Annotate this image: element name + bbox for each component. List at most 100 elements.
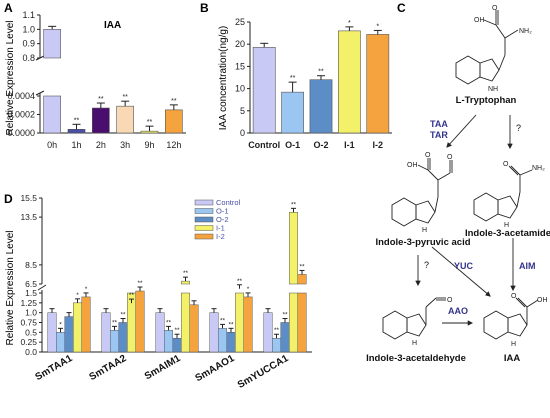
enzyme-aao: AAO bbox=[448, 306, 468, 316]
chart-d-bar bbox=[235, 292, 244, 353]
chart-d-bar bbox=[73, 302, 82, 353]
chart-b-xtick-label: O-1 bbox=[285, 140, 300, 150]
chart-d-significance: ** bbox=[274, 327, 280, 334]
chart-d-bar bbox=[47, 312, 57, 353]
legend-label: I-2 bbox=[216, 232, 225, 241]
enzyme-unknown-2: ? bbox=[424, 260, 429, 270]
chart-d-ytick-label: 13.5 bbox=[20, 212, 37, 222]
ipa-structure bbox=[391, 158, 453, 227]
chart-d-bar bbox=[226, 332, 236, 353]
iaa-structure bbox=[483, 297, 539, 340]
chart-b-ytick-label: 20 bbox=[235, 39, 245, 49]
chart-b-ytick-label: 25 bbox=[235, 17, 245, 27]
chart-b-bar bbox=[366, 34, 390, 134]
chart-d-ytick-label: 0.0 bbox=[25, 347, 37, 357]
chart-d-significance: ** bbox=[120, 312, 126, 319]
chart-a-bar bbox=[67, 129, 86, 134]
chart-d-xtick-label: SmTAA2 bbox=[88, 353, 129, 383]
chart-d-bar bbox=[135, 290, 145, 353]
enzyme-aim: AIM bbox=[519, 261, 536, 271]
chart-b: 0 5 10 15 20 25 Control ** O-1 ** O-2 * I-1 * I-2 bbox=[235, 17, 392, 150]
chart-d-bar bbox=[243, 296, 253, 353]
iaald-o: O bbox=[447, 297, 453, 304]
chart-d-ytick-label: 1.25 bbox=[20, 298, 37, 308]
chart-a-ytick-label: 0.8 bbox=[22, 53, 35, 63]
chart-a-bar bbox=[140, 130, 159, 134]
chart-d-bar bbox=[181, 292, 190, 353]
ltrp-nh2: NH₂ bbox=[519, 28, 532, 35]
chart-a-ytick-label: 0.0002 bbox=[7, 110, 35, 120]
chart-d-significance: ** bbox=[282, 312, 288, 319]
chart-d-significance: ** bbox=[220, 317, 226, 324]
chart-a-bar bbox=[116, 105, 134, 134]
chart-a-ytick-label: 1.1 bbox=[22, 10, 35, 20]
ltrp-o: O bbox=[492, 5, 498, 12]
chart-b-significance: ** bbox=[290, 75, 296, 82]
iam-o: O bbox=[503, 161, 509, 168]
chart-d-significance: ** bbox=[112, 319, 118, 326]
chart-d-significance: ** bbox=[291, 201, 297, 208]
chart-d-bar bbox=[297, 292, 307, 353]
panel-d-label: D bbox=[4, 192, 13, 206]
chart-a-xtick-label: 12h bbox=[166, 140, 181, 150]
iam-nh2: NH₂ bbox=[532, 165, 545, 172]
pathway-diagram: O OH NH₂ NH O O OH H bbox=[382, 5, 548, 348]
legend-swatch bbox=[194, 225, 214, 231]
iaa-o: O bbox=[511, 293, 517, 300]
panel-b-label: B bbox=[200, 1, 209, 15]
chart-b-significance: ** bbox=[318, 69, 324, 76]
panel-c-label: C bbox=[397, 1, 406, 15]
chart-b-significance: * bbox=[376, 23, 379, 30]
iam-h: H bbox=[504, 222, 509, 229]
chart-d-significance: ** bbox=[183, 270, 189, 277]
chart-d-ytick-label: 0.25 bbox=[20, 337, 37, 347]
chart-d-bar bbox=[181, 280, 190, 285]
chart-d-xtick-label: SmTAA1 bbox=[34, 353, 75, 383]
pathway-iam-label: Indole-3-acetamide bbox=[465, 228, 550, 239]
chart-d-bar bbox=[272, 337, 281, 353]
chart-d: 0.00.250.50.751.01.251.56.5 8.5 13.5 15.5 Co… bbox=[20, 193, 312, 391]
chart-a-xtick-label: 9h bbox=[144, 140, 154, 150]
chart-a-ytick-label: 0.0000 bbox=[7, 128, 35, 138]
chart-d-xtick-label: SmAIM1 bbox=[143, 353, 183, 382]
chart-d-significance: * bbox=[85, 286, 88, 293]
legend-label: O-1 bbox=[216, 207, 229, 216]
chart-a-significance: ** bbox=[122, 94, 128, 101]
legend-swatch bbox=[194, 216, 214, 223]
chart-d-xtick-label: SmAAO1 bbox=[193, 353, 236, 384]
chart-d-bar bbox=[118, 322, 128, 353]
chart-b-xtick-label: I-2 bbox=[373, 140, 384, 150]
chart-a-ytick-label: 1.0 bbox=[22, 24, 35, 34]
l-tryptophan-structure bbox=[455, 10, 519, 85]
chart-a-title: IAA bbox=[104, 20, 121, 31]
chart-d-bar bbox=[209, 312, 219, 353]
chart-a-ylabel: Relative Expression Level bbox=[5, 20, 16, 135]
chart-d-bar bbox=[289, 212, 298, 285]
chart-d-ytick-label: 0.75 bbox=[20, 318, 37, 328]
chart-b-xtick-label: O-2 bbox=[313, 140, 328, 150]
chart-d-ytick-label: 8.5 bbox=[25, 260, 37, 270]
iaa-oh: OH bbox=[537, 297, 548, 304]
legend-swatch bbox=[194, 233, 214, 240]
chart-d-bar bbox=[56, 332, 65, 353]
pathway-ipa-label: Indole-3-pyruvic acid bbox=[375, 237, 470, 248]
chart-a-break-mark bbox=[35, 90, 45, 96]
chart-d-significance: * bbox=[59, 321, 62, 328]
chart-a-significance: ** bbox=[74, 117, 80, 124]
chart-b-ytick-label: 0 bbox=[240, 128, 245, 138]
chart-d-ylabel: Relative Expression Level bbox=[5, 230, 16, 345]
chart-b-ylabel: IAA concentration(ng/g) bbox=[218, 26, 229, 131]
legend-swatch bbox=[194, 208, 214, 214]
ltrp-oh: OH bbox=[474, 17, 485, 24]
chart-d-ytick-label: 0.5 bbox=[25, 327, 37, 337]
legend-label: Control bbox=[216, 198, 241, 207]
ipa-oh: OH bbox=[407, 162, 418, 169]
chart-d-bar bbox=[189, 304, 199, 353]
chart-d-bar bbox=[81, 296, 91, 353]
chart-a: 0.8 0.9 1.0 1.1 0.0000 0.0002 0.0004 0h ** 1h ** 2h… bbox=[7, 10, 186, 150]
iaa-h: H bbox=[511, 341, 516, 348]
chart-d-significance: * bbox=[76, 292, 79, 299]
chart-d-significance: ** bbox=[166, 319, 172, 326]
chart-a-significance: ** bbox=[171, 98, 177, 105]
